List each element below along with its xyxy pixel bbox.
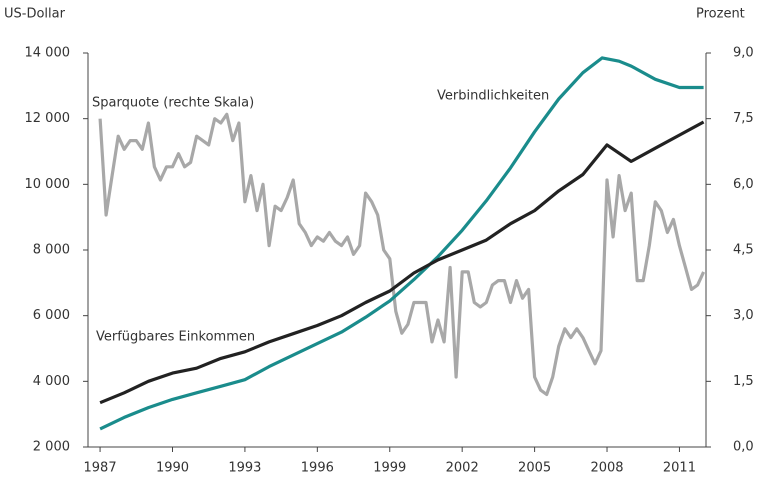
series-line [98, 112, 706, 397]
y-tick-label: 2 000 [33, 440, 70, 455]
annotation: Sparquote (rechte Skala) [92, 96, 254, 111]
y2-tick-label: 7,5 [733, 111, 754, 126]
x-tick-label: 2002 [446, 461, 479, 476]
annotation: Verbindlichkeiten [437, 89, 549, 104]
x-tick-label: 1987 [84, 461, 117, 476]
y2-tick-label: 6,0 [733, 177, 754, 192]
y-tick-label: 6 000 [33, 308, 70, 323]
y2-tick-label: 9,0 [733, 46, 754, 61]
x-tick-label: 2011 [663, 461, 696, 476]
y-tick-label: 10 000 [25, 177, 71, 192]
y-axis-title: US-Dollar [4, 7, 66, 22]
y-tick-label: 4 000 [33, 374, 70, 389]
x-tick-label: 1990 [156, 461, 189, 476]
x-tick-label: 1993 [228, 461, 261, 476]
y2-tick-label: 0,0 [733, 440, 754, 455]
y2-tick-label: 3,0 [733, 308, 754, 323]
series-line [99, 120, 705, 405]
annotation: Verfügbares Einkommen [96, 330, 255, 345]
series-line [99, 56, 704, 431]
y-tick-label: 14 000 [25, 46, 71, 61]
y2-axis-title: Prozent [696, 7, 745, 22]
y2-tick-label: 1,5 [733, 374, 754, 389]
y-tick-label: 8 000 [33, 243, 70, 258]
y2-tick-label: 4,5 [733, 243, 754, 258]
x-tick-label: 1999 [373, 461, 406, 476]
x-tick-label: 2008 [590, 461, 623, 476]
x-tick-label: 1996 [301, 461, 334, 476]
y-tick-label: 12 000 [25, 111, 71, 126]
x-tick-label: 2005 [518, 461, 551, 476]
